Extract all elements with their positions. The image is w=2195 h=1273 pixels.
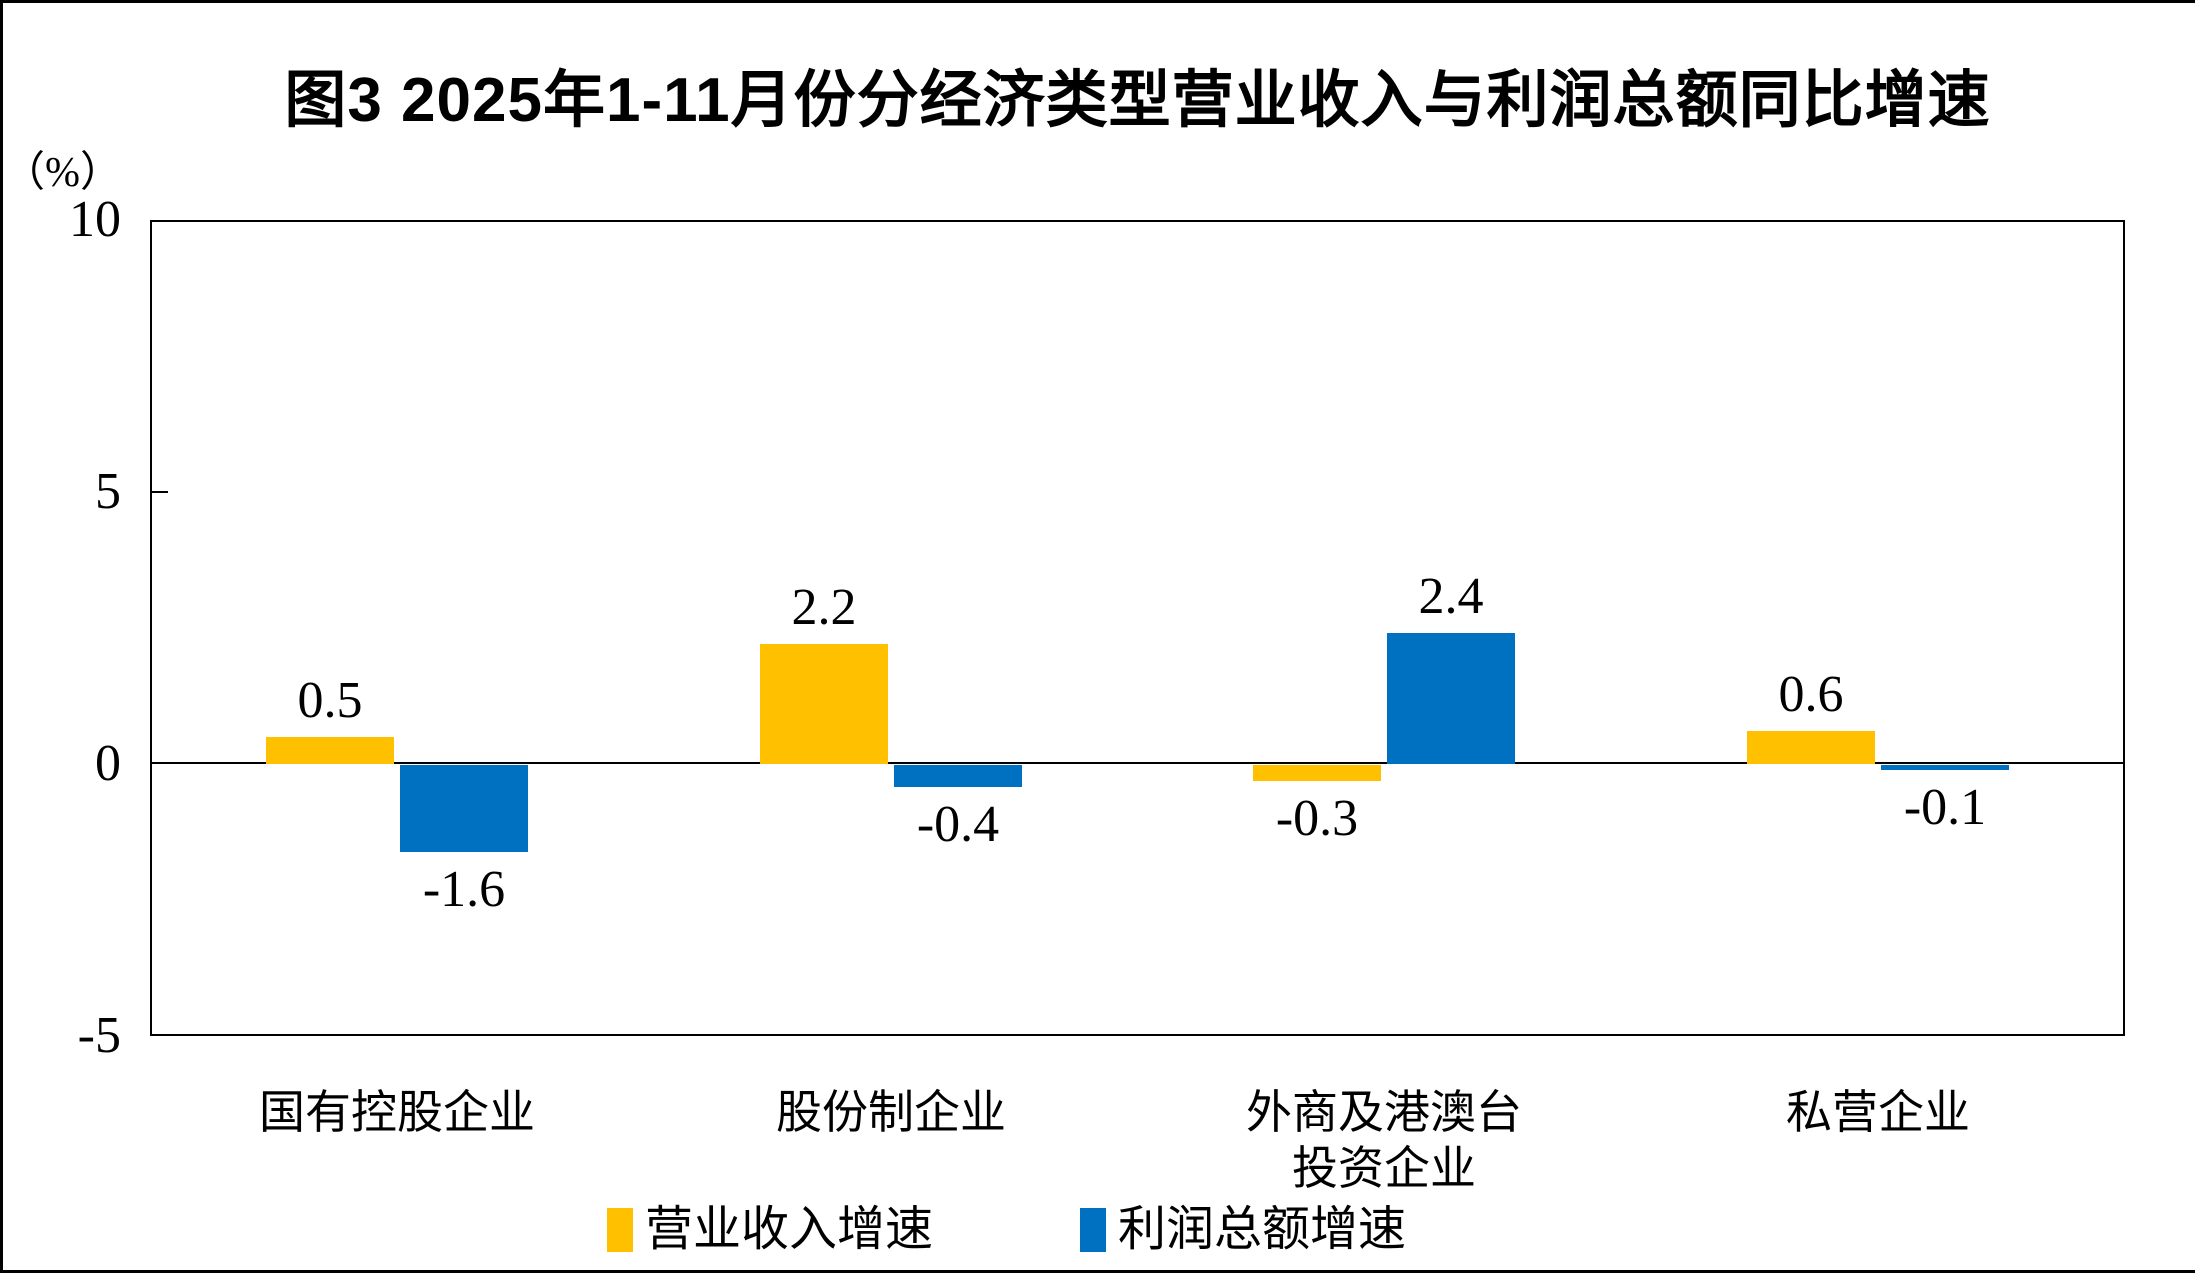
y-axis-tick-label: -5: [77, 1007, 121, 1064]
profit-growth-bar: [894, 765, 1022, 787]
y-axis-tick-label: 5: [95, 463, 121, 520]
bar-value-label: 2.2: [791, 579, 857, 636]
category-label: 私营企业: [1786, 1087, 1970, 1138]
y-axis-tick-label: 0: [95, 735, 121, 792]
profit-growth-bar: [1881, 765, 2009, 770]
legend-label: 利润总额增速: [1118, 1203, 1407, 1256]
revenue-growth-bar: [760, 644, 888, 764]
category-label: 股份制企业: [776, 1087, 1006, 1138]
profit-growth-bar: [1387, 633, 1515, 764]
zero-gridline: [150, 762, 2125, 764]
y-axis-tick-label: 10: [69, 191, 121, 248]
legend-item: 营业收入增速: [607, 1206, 933, 1254]
revenue-growth-bar: [1747, 731, 1875, 764]
profit-growth-legend-swatch: [1080, 1208, 1106, 1252]
category-label: 外商及港澳台 投资企业: [1246, 1087, 1522, 1194]
bar-value-label: -1.6: [422, 861, 506, 918]
profit-growth-bar: [400, 765, 528, 852]
bar-value-label: -0.3: [1275, 790, 1359, 847]
chart-title: 图3 2025年1-11月份分经济类型营业收入与利润总额同比增速: [284, 66, 1991, 135]
plot-area: [150, 220, 2125, 1036]
revenue-growth-bar: [266, 737, 394, 764]
revenue-growth-legend-swatch: [607, 1208, 633, 1252]
legend-item: 利润总额增速: [1080, 1206, 1406, 1254]
revenue-growth-bar: [1253, 765, 1381, 781]
y-axis-tick-mark: [152, 491, 168, 493]
legend-label: 营业收入增速: [645, 1203, 934, 1256]
bar-value-label: -0.1: [1903, 779, 1987, 836]
bar-value-label: 0.6: [1778, 666, 1844, 723]
category-label: 国有控股企业: [259, 1087, 535, 1138]
bar-value-label: 2.4: [1418, 568, 1484, 625]
y-axis-unit-label: （%）: [3, 150, 122, 196]
bar-value-label: 0.5: [297, 672, 363, 729]
bar-value-label: -0.4: [916, 796, 1000, 853]
